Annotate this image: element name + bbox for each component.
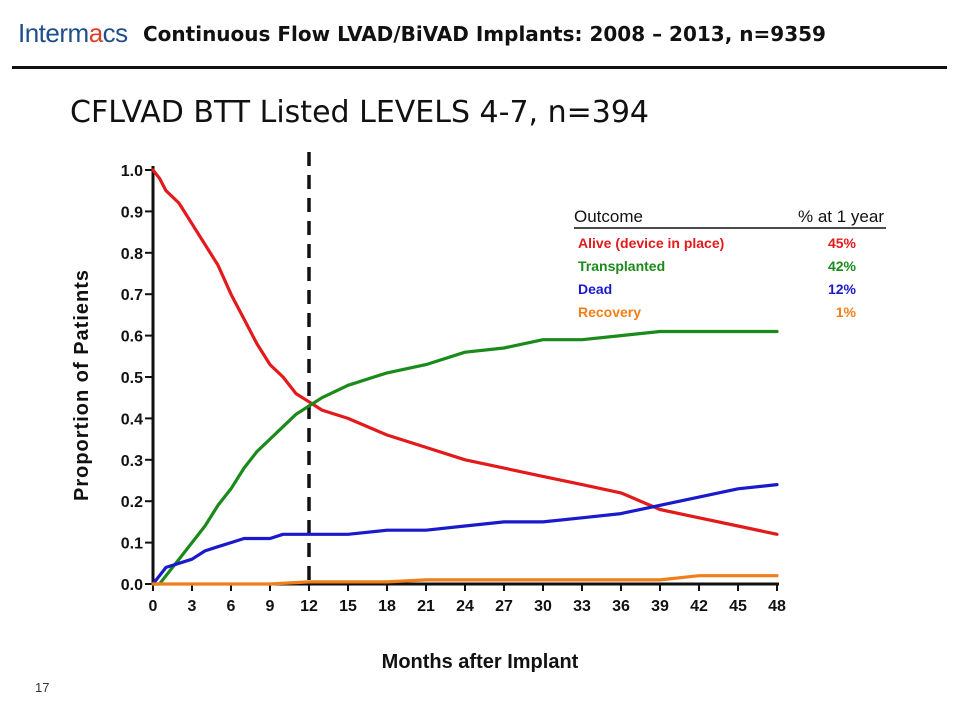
x-tick-label: 0 (149, 598, 158, 615)
x-axis-title: Months after Implant (382, 651, 579, 673)
y-tick-label: 0.3 (121, 453, 143, 470)
legend-entry-value: 1% (836, 304, 857, 320)
x-tick-label: 27 (495, 598, 513, 615)
legend-header-value: % at 1 year (798, 207, 884, 226)
series-line-transplanted (151, 329, 779, 586)
y-tick-label: 0.6 (121, 329, 143, 346)
series-line-dead (151, 483, 779, 586)
slide-subtitle: CFLVAD BTT Listed LEVELS 4-7, n=394 (70, 95, 650, 130)
x-tick-label: 12 (300, 598, 318, 615)
x-tick-label: 33 (573, 598, 591, 615)
x-tick-label: 45 (729, 598, 747, 615)
legend-entry-name: Alive (device in place) (578, 235, 724, 251)
legend-entry-value: 12% (828, 281, 857, 297)
legend-header-outcome: Outcome (574, 207, 643, 226)
y-tick-label: 0.1 (121, 536, 143, 553)
header-title: Continuous Flow LVAD/BiVAD Implants: 200… (143, 22, 826, 46)
legend-entry-name: Transplanted (578, 258, 665, 274)
legend-entry-value: 42% (828, 258, 857, 274)
x-tick-label: 18 (378, 598, 396, 615)
legend-entry-name: Dead (578, 281, 612, 297)
x-tick-label: 6 (227, 598, 236, 615)
logo-part-2: a (88, 18, 103, 48)
y-tick-label: 0.8 (121, 246, 143, 263)
y-tick-label: 0.2 (121, 494, 143, 511)
x-tick-label: 30 (534, 598, 552, 615)
x-tick-label: 42 (690, 598, 708, 615)
logo-part-3: cs (102, 18, 129, 48)
intermacs-logo: Intermacs (18, 18, 128, 49)
series-line-alive-device-in-place (151, 168, 779, 536)
legend-entry-value: 45% (828, 235, 857, 251)
x-tick-label: 15 (339, 598, 357, 615)
y-tick-label: 0.4 (121, 411, 143, 428)
y-axis-title: Proportion of Patients (71, 269, 93, 501)
x-tick-label: 36 (612, 598, 630, 615)
x-tick-label: 39 (651, 598, 669, 615)
y-tick-label: 1.0 (121, 163, 143, 180)
y-tick-label: 0.0 (121, 577, 143, 594)
x-tick-label: 48 (768, 598, 786, 615)
x-tick-label: 3 (188, 598, 197, 615)
y-tick-label: 0.7 (121, 287, 143, 304)
legend-entry-name: Recovery (578, 304, 641, 320)
header-divider (12, 66, 947, 69)
x-tick-label: 9 (266, 598, 275, 615)
series-line-recovery (151, 574, 779, 586)
x-tick-label: 24 (456, 598, 474, 615)
page-number: 17 (35, 680, 50, 695)
y-tick-label: 0.9 (121, 204, 143, 221)
y-tick-label: 0.5 (121, 370, 143, 387)
logo-part-1: Interm (18, 18, 89, 48)
x-tick-label: 21 (417, 598, 435, 615)
